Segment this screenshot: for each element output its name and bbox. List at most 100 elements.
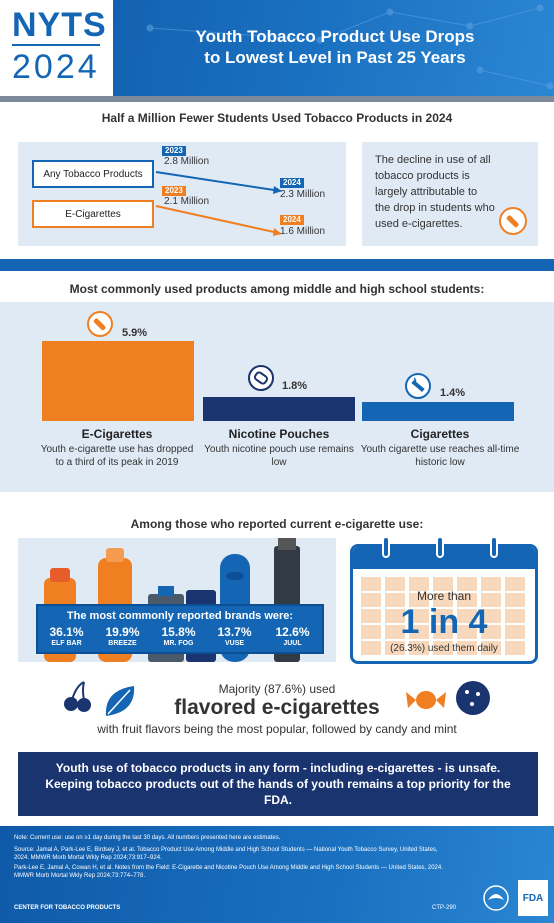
- header-network-decoration: [146, 4, 554, 90]
- page-title: Youth Tobacco Product Use Drops to Lowes…: [120, 26, 550, 68]
- brand-item: 36.1% ELF BAR: [38, 625, 95, 647]
- brand-name: VUSE: [224, 640, 245, 647]
- product-bar: [362, 402, 514, 421]
- calendar-ring: [436, 536, 444, 558]
- any-tobacco-legend: Any Tobacco Products: [32, 160, 154, 188]
- footer-source-1: Source: Jamal A, Park-Lee E, Birdsey J, …: [14, 847, 438, 861]
- calendar-cell: [433, 593, 453, 607]
- calendar-cell: [409, 641, 429, 655]
- section-divider-stripe: [0, 259, 554, 271]
- pouch-name: Nicotine Pouches: [228, 427, 330, 441]
- logo-year: 2024: [12, 48, 100, 86]
- calendar-cell: [361, 625, 381, 639]
- calendar-header: [353, 547, 535, 569]
- brands-box: The most commonly reported brands were: …: [36, 604, 324, 654]
- brand-name: ELF BAR: [51, 640, 82, 647]
- brand-percent: 12.6%: [275, 625, 310, 639]
- calendar-cell: [385, 577, 405, 591]
- ecig-end-value: 1.6 Million: [280, 226, 326, 237]
- daily-detail: (26.3%) used them daily: [390, 643, 498, 654]
- cigarette-percent: 1.4%: [440, 387, 466, 399]
- calendar-cell: [433, 609, 453, 623]
- hhs-eagle-icon: [483, 885, 509, 911]
- ecig-start-value: 2.1 Million: [164, 196, 210, 207]
- daily-ratio: 1 in 4: [400, 603, 488, 641]
- callout-banner: Youth use of tobacco products in any for…: [18, 752, 538, 816]
- cigarette-description: Youth cigarette use reaches all-time his…: [360, 444, 520, 468]
- calendar-cell: [409, 625, 429, 639]
- calendar-cell: [481, 577, 501, 591]
- footer-source-2: Park-Lee E, Jamal A, Cowan H, et al. Not…: [14, 865, 443, 879]
- calendar-cell: [433, 625, 453, 639]
- document-code: CTP-290: [432, 905, 457, 911]
- flavor-headline: flavored e-cigarettes: [174, 696, 380, 719]
- section-gap: [0, 492, 554, 506]
- any-end-year-tag: 2024: [280, 178, 304, 188]
- products-title: Most commonly used products among middle…: [69, 282, 485, 296]
- nyts-logo: NYTS 2024: [0, 0, 113, 96]
- calendar-cell: [409, 577, 429, 591]
- center-label: CENTER FOR TOBACCO PRODUCTS: [14, 905, 121, 911]
- calendar-cell: [385, 625, 405, 639]
- title-line-1: Youth Tobacco Product Use Drops: [195, 27, 475, 46]
- calendar-cell: [481, 609, 501, 623]
- ecig-name: E-Cigarettes: [81, 427, 153, 441]
- daily-more-than: More than: [416, 589, 472, 603]
- brands-heading: The most commonly reported brands were:: [66, 610, 294, 622]
- title-line-2: to Lowest Level in Past 25 Years: [204, 48, 466, 67]
- brand-item: 12.6% JUUL: [264, 625, 321, 647]
- trend-panel: Any Tobacco Products E-Cigarettes 2023 2…: [18, 142, 346, 246]
- trend-chart: [155, 171, 282, 236]
- footer-banner: Note: Current use: use on ≥1 day during …: [0, 826, 554, 923]
- calendar-cell: [361, 577, 381, 591]
- calendar-ring: [382, 536, 390, 558]
- brand-name: JUUL: [283, 640, 302, 647]
- ecig-trend-line: [155, 205, 275, 233]
- ecig-end-year-tag: 2024: [280, 215, 304, 225]
- calendar-cell: [481, 625, 501, 639]
- callout-text: Youth use of tobacco products in any for…: [45, 761, 511, 807]
- brand-item: 15.8% MR. FOG: [150, 625, 207, 647]
- trend-note-text: The decline in use of all tobacco produc…: [375, 154, 495, 230]
- fda-logo: FDA: [518, 880, 548, 916]
- ecig-legend: E-Cigarettes: [32, 200, 154, 228]
- product-bar: [42, 341, 194, 421]
- cigarette-name: Cigarettes: [410, 427, 470, 441]
- calendar-cell: [361, 593, 381, 607]
- calendar-cell: [433, 577, 453, 591]
- calendar-cell: [433, 641, 453, 655]
- calendar-cell: [505, 625, 525, 639]
- calendar-cell: [409, 609, 429, 623]
- calendar-cell: [457, 577, 477, 591]
- any-start-value: 2.8 Million: [164, 156, 210, 167]
- daily-use-calendar: More than 1 in 4 (26.3%) used them daily: [350, 544, 538, 664]
- calendar-cell: [361, 609, 381, 623]
- ecig-start-year-tag: 2023: [162, 186, 186, 196]
- ecig-trend-arrow: [273, 228, 282, 236]
- flavor-detail: with fruit flavors being the most popula…: [97, 722, 457, 736]
- brand-name: BREEZE: [108, 640, 137, 647]
- ecig-users-title: Among those who reported current e-cigar…: [130, 517, 424, 531]
- calendar-cell: [457, 625, 477, 639]
- logo-divider: [12, 44, 100, 46]
- nicotine-pouch-icon: [248, 365, 274, 391]
- calendar-cell: [481, 641, 501, 655]
- cherry-icon: [64, 681, 91, 712]
- fruit-bunch-icon: [456, 681, 490, 715]
- pouch-description: Youth nicotine pouch use remains low: [204, 444, 354, 468]
- calendar-cell: [361, 641, 381, 655]
- any-start-year-tag: 2023: [162, 146, 186, 156]
- logo-acronym: NYTS: [12, 6, 107, 44]
- any-tobacco-trend-line: [155, 171, 275, 191]
- brand-item: 13.7% VUSE: [206, 625, 263, 647]
- any-end-value: 2.3 Million: [280, 189, 326, 200]
- calendar-cell: [457, 641, 477, 655]
- calendar-cell: [505, 593, 525, 607]
- calendar-cell: [481, 593, 501, 607]
- mint-leaf-icon: [105, 686, 135, 716]
- calendar-ring: [490, 536, 498, 558]
- e-cigarette-icon: [499, 207, 527, 235]
- trend-note-panel: The decline in use of all tobacco produc…: [362, 142, 538, 246]
- calendar-grid: [361, 577, 529, 657]
- candy-icon: [406, 691, 446, 709]
